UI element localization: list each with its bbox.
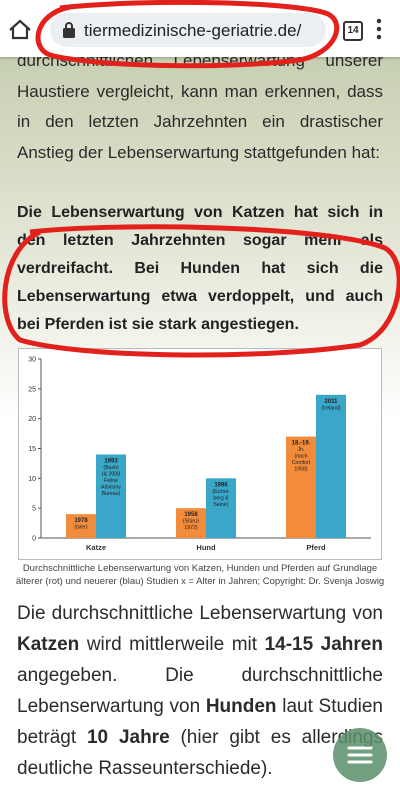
menu-icon [347,746,373,764]
bar-label: 1958) [294,467,308,473]
figure: 0 5 10 15 20 25 30 Katze 1978 (Isler) 1993 (Bush) (&… [18,348,382,560]
bar-label: 1958 [184,512,198,518]
bar-label: (Ireland) [321,405,341,411]
highlight-text: Die Lebenserwartung von Katzen hat sich … [17,204,383,333]
y-tick-label: 20 [28,416,36,423]
bar-label: Feline [104,478,118,484]
bar-label: 18.-19. [292,441,311,447]
bold-text: Hunden [205,696,277,717]
home-icon[interactable] [9,19,31,40]
bar [96,454,126,538]
url-text[interactable]: tiermedizinische-geriatrie.de/ [84,21,302,40]
chart: 0 5 10 15 20 25 30 Katze 1978(Isler) 1993(Bush)(&… [28,357,371,552]
bar-label: Advisory [101,484,121,490]
lock-icon [63,22,75,38]
intro-text: durchschnittlichen Lebenserwartung unser… [17,51,383,162]
bar-label: 1978 [74,518,88,524]
menu-dot[interactable] [376,34,382,40]
y-tick-label: 5 [32,506,36,513]
bar-label: (Isler) [74,525,88,531]
bar-label: (Bush) [103,465,119,471]
bar-label: Seine) [214,502,229,508]
bar-label: 2011 [324,399,338,405]
text-run: laut Studien beträgt [17,696,383,748]
browser-icons [9,18,382,40]
text-run: Die durchschnittliche Lebenserwartung vo… [17,603,383,624]
bar-label: (& 2008 [102,471,120,477]
bar-label: 1993 [104,458,118,464]
x-tick-label: Pferd [306,543,326,552]
bar-label: (nach [295,454,308,460]
y-tick-label: 10 [28,476,36,483]
menu-dot[interactable] [376,26,382,32]
bar [176,508,206,538]
browser-bar: tiermedizinische-geriatrie.de/ 14 [0,0,400,57]
bar-label: (Stünzi [183,519,199,525]
bar [316,394,346,538]
x-tick-label: Katze [86,543,106,552]
bar-label: 1996 [214,482,228,488]
bar-label: berg & [213,495,229,501]
y-tick-label: 30 [28,357,36,364]
figure-caption: Durchschnittliche Lebenserwartung von Ka… [15,563,385,587]
tab-count[interactable]: 14 [343,21,363,41]
bold-text: 14-15 Jahren [264,634,383,655]
bold-text: Katzen [17,634,80,655]
text-run: angegeben. Die durchschnittliche Lebense… [17,665,383,717]
text-run: (hier gibt es allerdings deutliche Rasse… [17,727,383,779]
paragraph: Die durchschnittliche Lebenserwartung vo… [17,598,383,784]
text-run: wird mittlerweile mit [79,634,265,655]
bar-label: (Eichel- [212,489,230,495]
bar-label: Bureau) [102,491,121,497]
bar [206,478,236,538]
bar-label: Jh. [298,447,305,453]
y-tick-label: 25 [28,386,36,393]
y-tick-label: 15 [28,446,36,453]
x-tick-label: Hund [196,543,216,552]
bar [66,514,96,538]
menu-dot[interactable] [376,18,382,24]
bold-text: 10 Jahre [86,727,170,748]
bar-label: Comfort [292,460,311,466]
menu-button[interactable] [333,728,387,782]
bar-label: 1972) [184,525,198,531]
bar [286,436,316,538]
y-tick-label: 0 [32,536,36,543]
